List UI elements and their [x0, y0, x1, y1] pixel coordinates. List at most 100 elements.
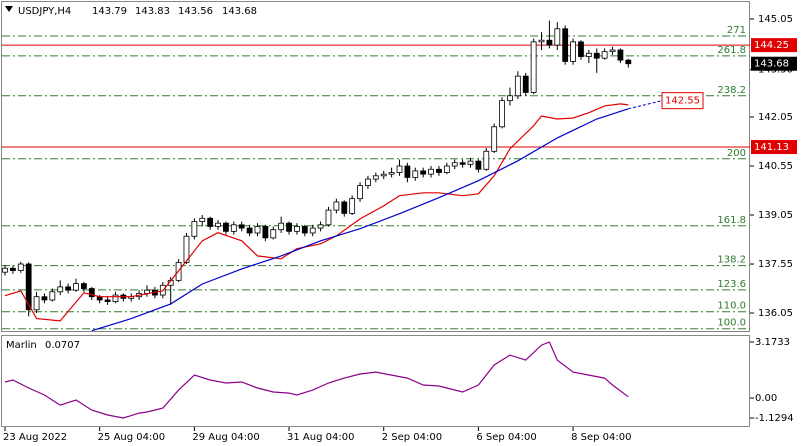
candle-body [41, 296, 48, 301]
header-close: 143.68 [222, 6, 257, 17]
header-high: 143.83 [135, 6, 170, 17]
candle-body [215, 222, 221, 227]
candle-body [301, 226, 308, 234]
candle-body [372, 175, 379, 180]
candle-body [333, 201, 340, 211]
candle-body [112, 294, 119, 302]
candle-body [309, 227, 316, 234]
level-price-label: 141.13 [754, 142, 789, 153]
fib-label: 110.0 [717, 301, 746, 312]
fib-label: 138.2 [717, 255, 746, 266]
candle-body [270, 229, 277, 239]
fib-label: 271 [727, 25, 746, 36]
candle-body [57, 286, 64, 293]
candle-body [617, 49, 624, 61]
candle-body [380, 173, 387, 177]
y-tick-label: 142.05 [758, 112, 793, 123]
candle-body [33, 296, 40, 311]
candle-body [625, 59, 632, 65]
candle-body [388, 172, 395, 175]
candle-body [254, 226, 261, 234]
level-price-box [751, 38, 797, 53]
x-tick-label: 25 Aug 04:00 [98, 432, 165, 443]
level-price-label: 144.25 [754, 40, 789, 51]
header-open: 143.79 [92, 6, 127, 17]
candle-body [104, 299, 111, 302]
moving-average [91, 108, 629, 332]
fib-label: 161.8 [717, 215, 746, 226]
candle-body [341, 201, 348, 214]
fib-label: 100.0 [717, 318, 746, 329]
candle-body [49, 291, 56, 301]
candle-body [436, 168, 442, 173]
projection-label: 142.55 [665, 96, 700, 107]
candle-body [286, 222, 292, 232]
candle-body [578, 41, 584, 57]
indicator-tick-label: 3.1733 [755, 337, 790, 348]
candle-body [499, 100, 505, 128]
candle-body [562, 28, 569, 62]
candle-body [223, 222, 229, 232]
fib-label: 123.6 [717, 279, 746, 290]
candle-body [349, 198, 356, 214]
candle-body [451, 162, 458, 167]
main-panel [1, 1, 750, 332]
candle-body [357, 185, 363, 200]
candle-body [412, 170, 419, 178]
symbol-marker [5, 6, 13, 12]
candle-body [428, 168, 434, 175]
candle-body [483, 150, 490, 170]
y-tick-label: 136.05 [758, 308, 793, 319]
moving-average [4, 103, 629, 322]
candle-body [88, 288, 95, 298]
candle-body [420, 170, 427, 175]
fib-label: 200 [727, 148, 746, 159]
candle-body [207, 217, 214, 227]
candle-body [507, 95, 513, 102]
candle-body [365, 178, 371, 187]
y-tick-label: 137.55 [758, 259, 793, 270]
fib-label: 261.8 [717, 45, 746, 56]
candle-body [230, 224, 237, 232]
candle-body [294, 226, 300, 232]
indicator-name: Marlin [6, 340, 37, 351]
candle-body [81, 283, 87, 289]
candle-body [17, 263, 24, 271]
indicator-value: 0.0707 [45, 340, 80, 351]
candle-body [65, 286, 72, 291]
candle-body [325, 209, 332, 226]
candle-body [262, 226, 269, 239]
candle-body [246, 227, 253, 234]
x-tick-label: 8 Sep 04:00 [571, 432, 631, 443]
candle-body [514, 75, 521, 97]
x-tick-label: 6 Sep 04:00 [476, 432, 536, 443]
candle-body [25, 263, 32, 311]
candle-body [73, 283, 79, 291]
x-tick-label: 29 Aug 04:00 [192, 432, 259, 443]
candle-body [183, 235, 190, 263]
candle-body [546, 39, 553, 46]
level-price-box [751, 140, 797, 155]
candle-body [593, 52, 600, 59]
candle-body [404, 165, 411, 178]
y-tick-label: 139.05 [758, 210, 793, 221]
candle-body [459, 162, 466, 165]
candle-body [601, 51, 608, 59]
y-tick-label: 145.05 [758, 14, 793, 25]
candle-body [199, 217, 206, 222]
indicator-tick-label: 0.00 [755, 393, 777, 404]
symbol: USDJPY,H4 [18, 6, 71, 17]
candle-body [2, 267, 8, 273]
indicator-tick-label: -1.1294 [755, 413, 794, 424]
candle-body [538, 39, 545, 43]
candle-body [530, 41, 537, 93]
candle-body [467, 160, 474, 165]
indicator-panel [1, 335, 750, 427]
candle-body [443, 165, 450, 173]
header-low: 143.56 [178, 6, 213, 17]
candle-body [609, 49, 616, 53]
candle-body [585, 52, 592, 57]
candle-body [9, 267, 16, 271]
